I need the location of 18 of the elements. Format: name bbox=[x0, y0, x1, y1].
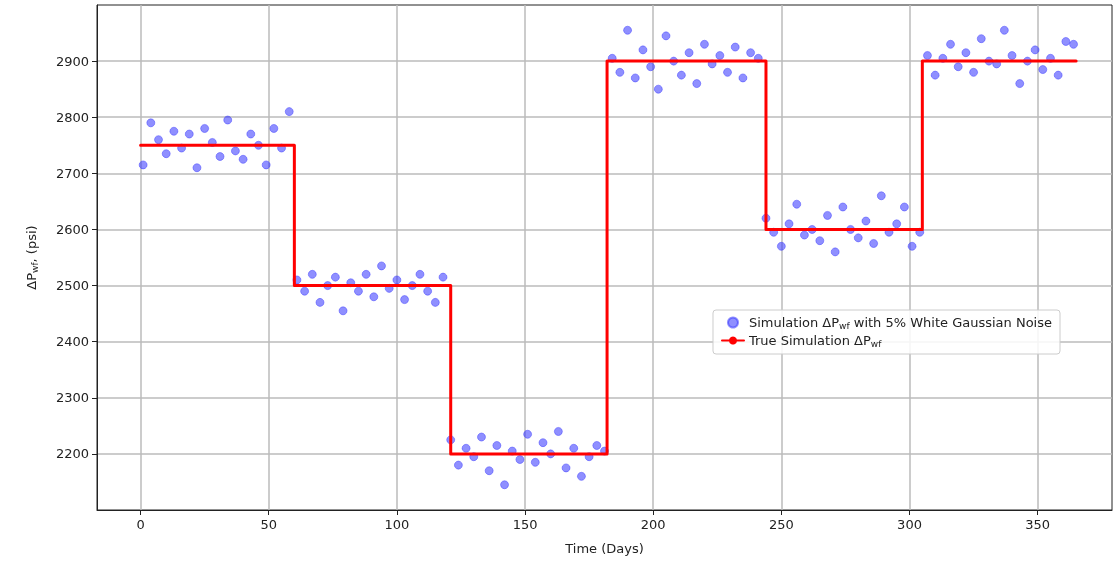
y-tick-label: 2200 bbox=[55, 446, 89, 462]
x-axis-title: Time (Days) bbox=[564, 541, 644, 556]
y-tick-label: 2600 bbox=[55, 221, 89, 237]
y-tick-label: 2500 bbox=[55, 278, 89, 294]
y-axis-title: ΔPwf, (psi) bbox=[24, 225, 40, 290]
y-tick-label: 2900 bbox=[55, 53, 89, 69]
x-tick-label: 200 bbox=[640, 517, 666, 532]
x-tick-label: 150 bbox=[512, 517, 538, 532]
x-tick-label: 50 bbox=[260, 517, 277, 532]
x-tick-label: 350 bbox=[1025, 517, 1051, 532]
x-tick-label: 300 bbox=[897, 517, 922, 532]
y-tick-label: 2300 bbox=[55, 390, 89, 406]
x-tick-label: 250 bbox=[768, 517, 794, 532]
x-tick-label: 100 bbox=[384, 517, 410, 532]
y-tick-label: 2400 bbox=[55, 334, 89, 350]
y-tick-label: 2700 bbox=[55, 165, 89, 181]
x-tick-label: 0 bbox=[136, 517, 145, 532]
y-tick-label: 2800 bbox=[55, 109, 89, 125]
